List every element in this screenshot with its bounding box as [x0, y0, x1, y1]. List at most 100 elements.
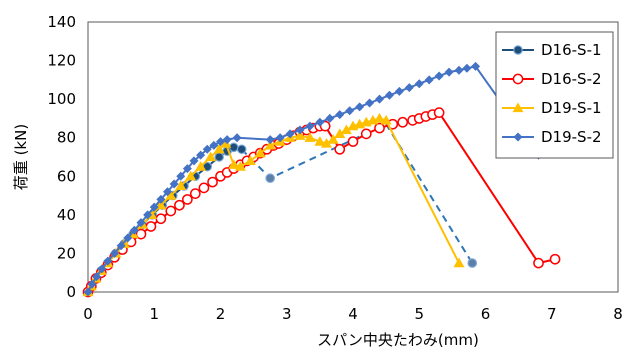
- y-tick-label: 20: [57, 244, 76, 262]
- legend-item: D19-S-2: [502, 128, 602, 146]
- data-point: [129, 225, 139, 235]
- data-point: [169, 179, 179, 189]
- data-point: [454, 65, 464, 75]
- data-point: [214, 152, 224, 162]
- data-point: [471, 61, 481, 71]
- data-point: [92, 272, 102, 282]
- data-point: [209, 140, 219, 150]
- y-tick-label: 120: [47, 52, 76, 70]
- data-point: [414, 79, 424, 89]
- data-point: [136, 218, 146, 228]
- data-point: [424, 75, 434, 85]
- data-point: [321, 138, 332, 148]
- data-point: [360, 128, 372, 140]
- data-point: [182, 194, 193, 205]
- legend-swatch-marker: [512, 102, 524, 113]
- data-point: [213, 143, 225, 154]
- series-line: [87, 117, 460, 293]
- data-point: [334, 128, 346, 138]
- legend-swatch-marker: [513, 45, 523, 55]
- data-point: [314, 136, 326, 146]
- data-point: [327, 134, 339, 144]
- data-point: [375, 94, 384, 104]
- data-point: [149, 202, 159, 212]
- data-point: [222, 135, 232, 145]
- data-point: [265, 135, 275, 145]
- data-point: [202, 144, 212, 154]
- data-point: [434, 71, 444, 81]
- data-point: [533, 257, 544, 269]
- data-point: [315, 117, 325, 127]
- data-point: [444, 67, 454, 77]
- data-point: [334, 143, 346, 155]
- data-point: [174, 199, 185, 211]
- data-point: [165, 205, 177, 217]
- data-point: [275, 133, 285, 143]
- data-point: [347, 136, 359, 147]
- data-point: [305, 121, 315, 131]
- data-point: [244, 155, 256, 165]
- legend-swatch-marker: [512, 73, 524, 85]
- data-point: [189, 188, 201, 199]
- series-d19-s-2: [83, 61, 543, 297]
- data-point: [325, 113, 335, 123]
- data-point: [195, 161, 207, 171]
- data-point: [319, 120, 331, 132]
- data-point: [97, 264, 107, 274]
- series-d16-s-2: [82, 107, 561, 298]
- legend-item: D16-S-1: [502, 41, 602, 59]
- legend-item: D16-S-2: [502, 70, 602, 88]
- data-point: [404, 83, 414, 93]
- data-point: [462, 63, 472, 73]
- data-point: [175, 180, 187, 191]
- y-tick-label: 140: [47, 13, 76, 31]
- data-point: [116, 241, 126, 251]
- data-point: [110, 248, 119, 258]
- data-point: [87, 279, 97, 289]
- data-point: [549, 253, 561, 265]
- data-point: [264, 139, 276, 150]
- x-tick-label: 8: [613, 305, 623, 323]
- y-tick-label: 40: [57, 206, 76, 224]
- data-point: [165, 190, 177, 200]
- data-point: [196, 150, 206, 160]
- x-tick-label: 7: [547, 305, 557, 323]
- legend: D16-S-1 D16-S-2 D19-S-1 D19-S-2: [495, 31, 614, 159]
- data-point: [394, 86, 404, 96]
- y-axis: 0 20 40 60 80 100 120 140: [47, 13, 76, 301]
- series-layer: [82, 61, 561, 298]
- data-point: [397, 116, 409, 128]
- data-point: [380, 114, 392, 125]
- data-point: [135, 228, 147, 240]
- legend-item: D19-S-1: [502, 99, 602, 117]
- data-point: [374, 122, 385, 134]
- data-point: [265, 173, 275, 184]
- data-point: [285, 129, 295, 139]
- data-point: [355, 102, 365, 112]
- legend-label: D19-S-2: [541, 128, 602, 146]
- x-axis-title: スパン中央たわみ(mm): [317, 331, 479, 349]
- data-point: [176, 171, 186, 181]
- data-point: [433, 107, 445, 118]
- x-tick-label: 0: [83, 305, 93, 323]
- y-tick-label: 60: [57, 167, 76, 185]
- data-point: [216, 137, 225, 147]
- data-point: [207, 176, 218, 188]
- data-point: [467, 258, 478, 268]
- data-point: [143, 210, 153, 220]
- x-tick-label: 1: [149, 305, 159, 323]
- data-point: [145, 221, 157, 232]
- data-point: [182, 164, 192, 174]
- legend-swatch-marker: [513, 132, 523, 142]
- data-point: [103, 256, 113, 266]
- data-point: [295, 125, 305, 135]
- data-point: [384, 90, 394, 100]
- data-point: [123, 233, 133, 243]
- x-tick-label: 6: [481, 305, 491, 323]
- data-point: [453, 257, 465, 268]
- x-tick-label: 2: [216, 305, 226, 323]
- plot-frame: [87, 21, 619, 293]
- legend-label: D16-S-2: [541, 70, 602, 88]
- data-point: [83, 287, 93, 297]
